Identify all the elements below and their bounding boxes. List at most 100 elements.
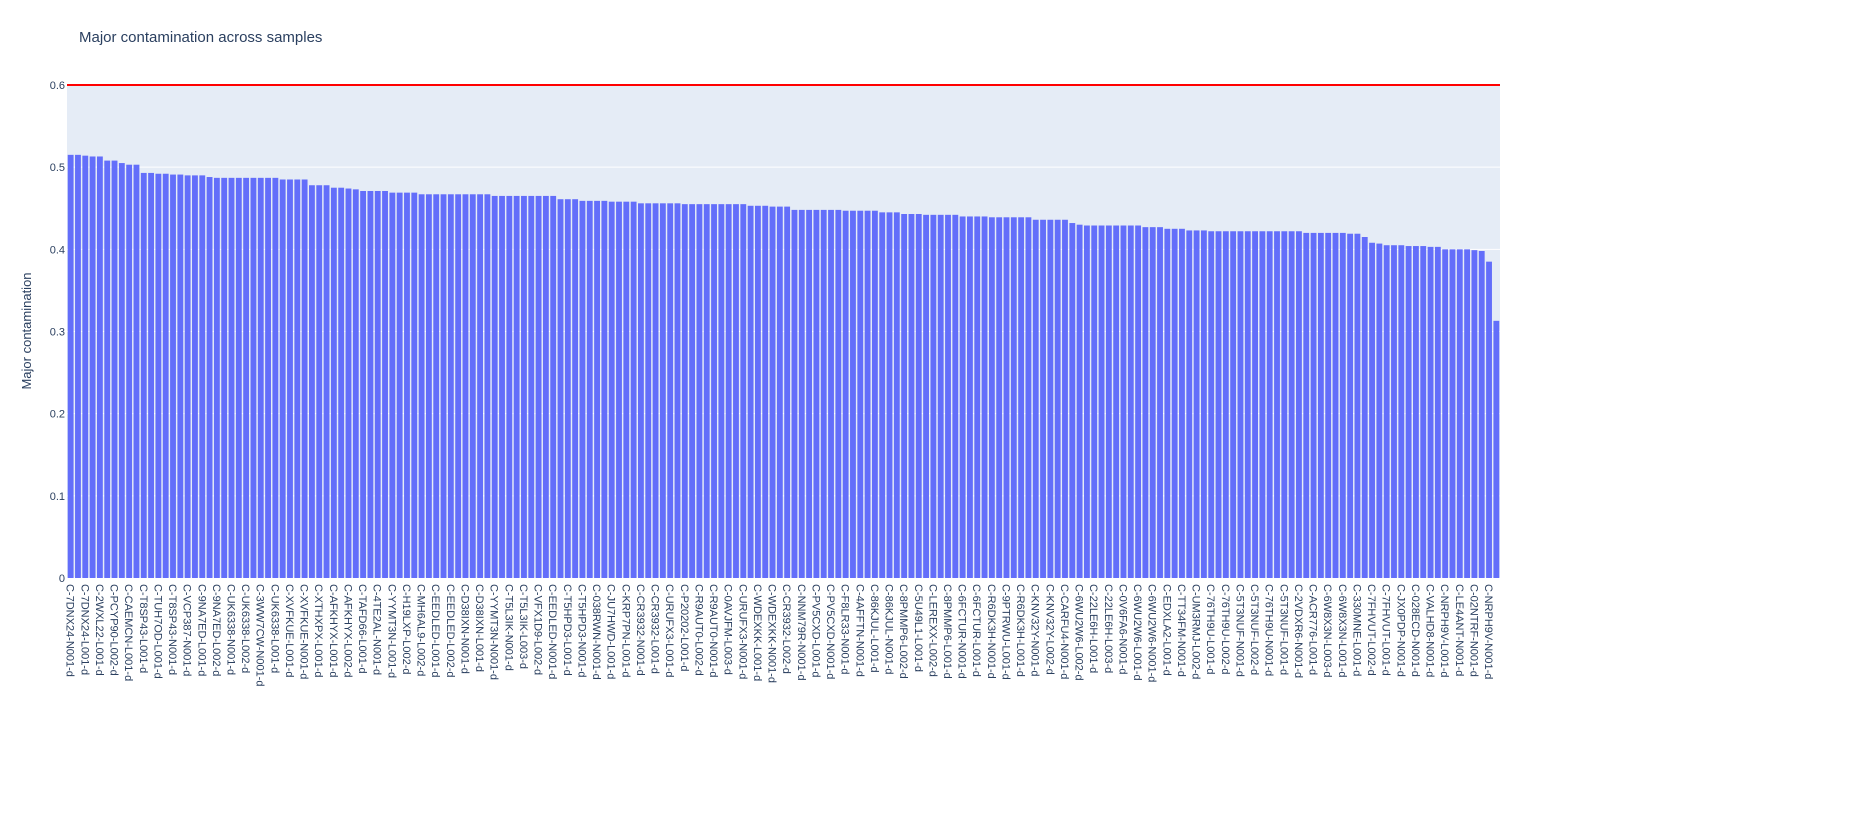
x-tick-label: C-NRPH9V-L001-d	[1438, 584, 1450, 678]
bar	[1296, 231, 1302, 579]
bar	[652, 203, 659, 578]
x-tick-label: C-86KJUL-N001-d	[883, 584, 895, 674]
bar	[857, 210, 864, 578]
bar	[638, 203, 644, 578]
bar	[1420, 246, 1427, 578]
bar	[1383, 245, 1390, 578]
bar	[228, 177, 235, 578]
bar	[477, 194, 484, 578]
x-tick-label: C-7FHVUT-L002-d	[1365, 584, 1377, 676]
bar	[1427, 246, 1434, 578]
bar	[1105, 225, 1112, 578]
x-tick-label: C-4TE2AL-N001-d	[371, 584, 383, 675]
x-tick-label: C-URUFX3-L001-d	[663, 584, 675, 678]
bar	[1076, 224, 1083, 578]
x-tick-label: C-0AVJFM-L003-d	[722, 584, 734, 675]
y-tick-label: 0.4	[50, 244, 65, 256]
bar	[893, 212, 900, 578]
bar	[879, 212, 886, 578]
bar	[1464, 249, 1471, 579]
bar	[1478, 250, 1485, 578]
bar	[484, 194, 491, 578]
bar	[1317, 232, 1324, 578]
x-tick-label: C-T5L3IK-L003-d	[517, 584, 529, 669]
bar	[330, 187, 337, 579]
x-tick-label: C-PV5CXD-L001-d	[809, 584, 821, 678]
x-tick-label: C-LEREXX-L002-d	[926, 584, 938, 677]
bar	[1208, 231, 1215, 579]
bar	[659, 203, 666, 578]
x-tick-label: C-330MNE-L001-d	[1350, 584, 1362, 676]
bar	[703, 204, 710, 578]
x-tick-label: C-NNM79R-N001-d	[795, 584, 807, 681]
bar	[1149, 227, 1156, 579]
y-tick-label: 0.1	[50, 491, 65, 503]
x-tick-label: C-R6DK3H-N001-d	[985, 584, 997, 679]
bar	[915, 214, 922, 579]
bar	[996, 217, 1003, 578]
bar	[908, 214, 915, 579]
bar	[1157, 227, 1163, 579]
y-axis-label: Major contamination	[19, 272, 34, 389]
x-tick-label: C-7DNX24-N001-d	[64, 584, 76, 677]
bar	[1347, 233, 1354, 578]
bar	[1449, 249, 1456, 579]
bar	[542, 195, 549, 579]
bar	[1040, 219, 1046, 578]
bar	[550, 195, 557, 579]
x-tick-label: C-4AFFTN-N001-d	[853, 584, 865, 677]
x-tick-label: C-UK6338-L001-d	[268, 584, 280, 673]
bar	[696, 204, 703, 578]
y-tick-label: 0.5	[50, 162, 65, 174]
bar	[733, 204, 739, 578]
bar	[762, 205, 769, 578]
bar	[630, 201, 637, 578]
bar	[433, 194, 440, 578]
x-tick-label: C-CAEMCN-L001-d	[122, 584, 134, 681]
x-tick-label: C-KRP7PN-L001-d	[619, 584, 631, 678]
bar	[257, 177, 264, 578]
bar	[462, 194, 469, 578]
bar	[535, 195, 542, 579]
bar	[1434, 246, 1441, 578]
x-tick-label: C-KNV32Y-L002-d	[1043, 584, 1055, 675]
bar	[806, 209, 813, 579]
bar	[557, 199, 564, 578]
bar	[1091, 225, 1098, 578]
x-tick-label: C-7FHVUT-L001-d	[1380, 584, 1392, 676]
x-tick-label: C-038RWN-N001-d	[590, 584, 602, 680]
bar	[1054, 219, 1061, 578]
x-tick-label: C-5T3NUF-L001-d	[1277, 584, 1289, 675]
x-tick-label: C-VCP387-N001-d	[181, 584, 193, 676]
bar	[199, 175, 206, 578]
x-tick-label: C-EEDLED-L001-d	[429, 584, 441, 678]
x-tick-label: C-D38IXN-N001-d	[458, 584, 470, 674]
bar	[316, 185, 323, 578]
bar	[265, 177, 271, 578]
bar	[740, 204, 747, 578]
bar	[864, 210, 871, 578]
bar	[945, 214, 951, 578]
bar	[118, 163, 125, 578]
bar	[1442, 249, 1449, 579]
bar	[455, 194, 462, 578]
x-tick-label: C-VALHD8-N001-d	[1424, 584, 1436, 677]
bar	[528, 195, 535, 579]
x-tick-label: C-ACR776-L001-d	[1307, 584, 1319, 675]
bar	[133, 164, 140, 578]
x-tick-label: C-MH6AL9-L002-d	[415, 584, 427, 676]
x-tick-label: C-XTHXPX-L001-d	[312, 584, 324, 678]
x-tick-label: C-PV5CXD-N001-d	[824, 584, 836, 679]
bar	[1010, 217, 1017, 578]
y-tick-label: 0	[59, 573, 65, 585]
x-tick-label: C-6WU2W6-N001-d	[1146, 584, 1158, 682]
bar	[279, 179, 286, 578]
x-tick-label: C-VFX1D9-L002-d	[532, 584, 544, 675]
x-tick-label: C-9NA7ED-L001-d	[195, 584, 207, 676]
bar	[374, 190, 381, 578]
bar	[1486, 261, 1492, 578]
bar	[1215, 231, 1222, 579]
bar	[367, 190, 374, 578]
x-tick-label: C-UM3RMJ-L002-d	[1190, 584, 1202, 679]
bar	[798, 209, 805, 579]
